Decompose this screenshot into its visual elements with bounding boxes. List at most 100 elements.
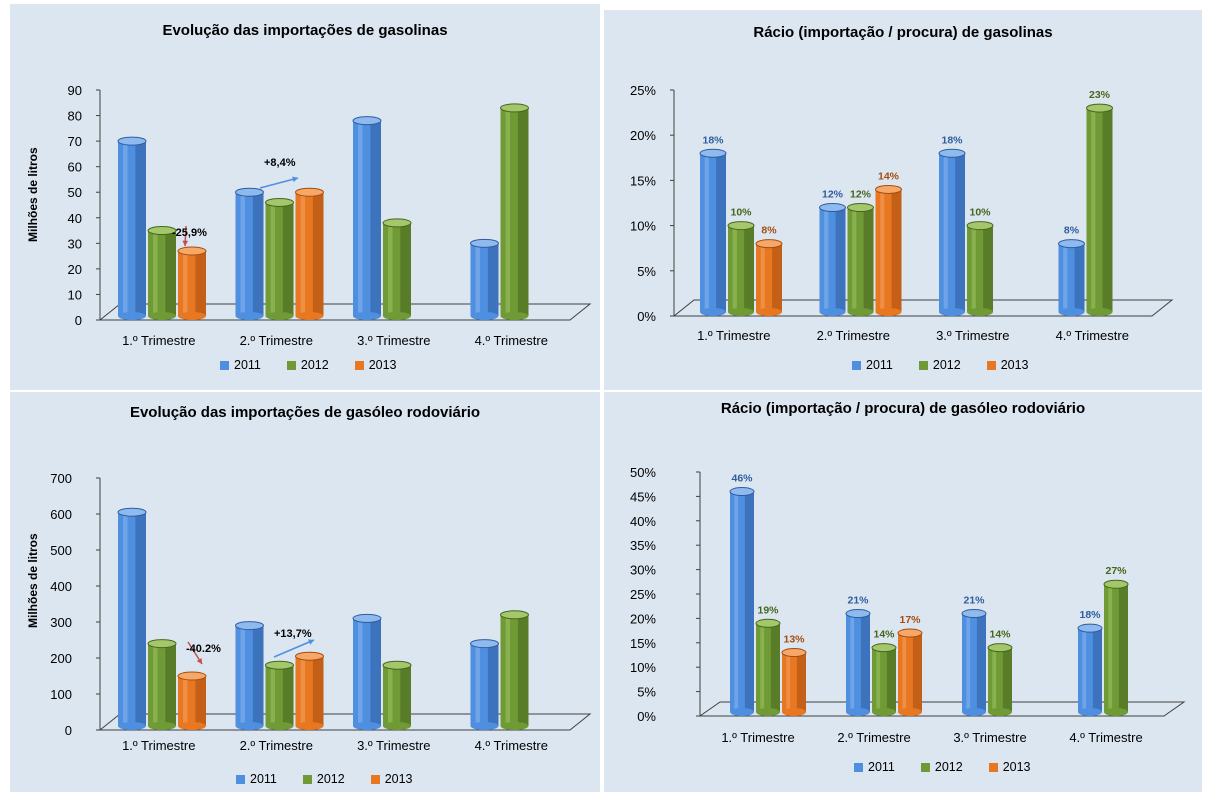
- chart-legend: 2011 2012 2013: [236, 772, 413, 786]
- bar-shade: [983, 225, 993, 312]
- bar-2013-1: [177, 671, 207, 730]
- bar-2011-3: [938, 148, 966, 316]
- x-category-label: 1.º Trimestre: [721, 730, 794, 745]
- legend-swatch: [220, 360, 229, 370]
- bar-base: [500, 722, 529, 730]
- chart-floor: [672, 299, 1174, 317]
- bar-shade: [835, 207, 846, 312]
- bar-2012-1: [147, 639, 177, 730]
- legend-label: 2011: [866, 358, 893, 372]
- bar-base: [756, 308, 782, 316]
- legend-item-2013: 2013: [988, 760, 1031, 774]
- chart-panel-diesel-imports: Evolução das importações de gasóleo rodo…: [10, 392, 600, 792]
- bar-top: [235, 621, 264, 631]
- bar-base: [235, 312, 264, 320]
- change-label: -25,9%: [172, 227, 207, 239]
- data-label: 19%: [757, 604, 779, 616]
- x-category-label: 1.º Trimestre: [697, 328, 770, 343]
- x-category-label: 4.º Trimestre: [1069, 730, 1142, 745]
- data-label: 14%: [878, 170, 900, 182]
- bar-2011-2: [845, 609, 871, 716]
- bar-base: [178, 312, 206, 320]
- data-label: 13%: [783, 634, 805, 646]
- bar-shade: [165, 643, 176, 726]
- legend-swatch: [302, 774, 312, 784]
- bar-2011-1: [117, 507, 147, 730]
- data-label: 17%: [899, 614, 921, 626]
- y-tick-label: 80: [68, 109, 82, 124]
- bar-top: [755, 239, 783, 249]
- bar-base: [118, 722, 146, 730]
- bar-base: [353, 312, 381, 320]
- bar-top: [265, 197, 294, 207]
- bar-shade: [912, 633, 922, 712]
- legend-item-2011: 2011: [852, 358, 893, 372]
- bar-highlight: [850, 613, 855, 712]
- change-label: +8,4%: [264, 157, 296, 169]
- bar-2012-1: [147, 226, 177, 320]
- legend-swatch: [236, 774, 245, 784]
- bar-base: [295, 722, 324, 730]
- bar-top: [500, 610, 529, 620]
- legend-swatch: [286, 360, 296, 370]
- bar-2012-4: [500, 610, 529, 730]
- legend-label: 2013: [1002, 760, 1031, 774]
- y-tick-label: 50%: [630, 465, 656, 480]
- bar-top: [875, 184, 902, 194]
- bar-2012-2: [847, 203, 874, 316]
- legend-swatch: [370, 774, 380, 784]
- y-tick-label: 45%: [630, 489, 656, 504]
- legend-item-2012: 2012: [286, 358, 329, 372]
- bar-2012-1: [727, 221, 755, 316]
- x-category-label: 1.º Trimestre: [122, 333, 195, 348]
- bar-base: [1104, 708, 1128, 716]
- bar-base: [235, 722, 264, 730]
- bar-base: [846, 708, 870, 716]
- bar-base: [819, 308, 846, 316]
- bar-2011-2: [819, 203, 846, 316]
- bar-top: [1077, 623, 1103, 633]
- bar-highlight: [300, 656, 306, 726]
- bar-base: [265, 312, 294, 320]
- x-category-label: 3.º Trimestre: [357, 333, 430, 348]
- y-tick-label: 30: [68, 236, 82, 251]
- bar-base: [178, 722, 206, 730]
- legend-swatch: [920, 762, 930, 772]
- y-tick-label: 100: [50, 687, 72, 702]
- y-tick-label: 0%: [637, 309, 656, 324]
- bar-highlight: [943, 153, 948, 312]
- bar-base: [118, 312, 146, 320]
- bar-2011-4: [470, 639, 499, 730]
- bar-top: [819, 203, 846, 213]
- x-category-label: 1.º Trimestre: [122, 738, 195, 753]
- chart-legend: 2011 2012 2013: [852, 358, 1029, 372]
- bar-shade: [135, 141, 146, 316]
- bar-2011-3: [352, 613, 382, 730]
- bar-shade: [195, 251, 206, 316]
- bar-base: [756, 708, 780, 716]
- data-label: 10%: [730, 207, 752, 219]
- y-tick-label: 400: [50, 579, 72, 594]
- data-label: 14%: [989, 629, 1011, 641]
- bar-highlight: [760, 623, 765, 712]
- bar-2011-2: [235, 187, 264, 320]
- bar-base: [1078, 708, 1102, 716]
- data-label: 18%: [941, 134, 963, 146]
- bar-highlight: [270, 665, 276, 726]
- bar-2012-2: [265, 660, 294, 730]
- bar-base: [265, 722, 294, 730]
- bar-highlight: [852, 207, 857, 312]
- y-tick-label: 10: [68, 287, 82, 302]
- x-category-label: 2.º Trimestre: [817, 328, 890, 343]
- data-label: 10%: [969, 207, 991, 219]
- bar-top: [235, 187, 264, 197]
- x-category-label: 4.º Trimestre: [1056, 328, 1129, 343]
- bar-base: [939, 308, 965, 316]
- bar-top: [382, 218, 412, 228]
- bar-top: [897, 628, 923, 638]
- bar-top: [295, 651, 324, 661]
- bar-2011-1: [117, 136, 147, 320]
- bar-highlight: [704, 153, 709, 312]
- bar-highlight: [971, 225, 976, 312]
- data-label: 18%: [1079, 609, 1101, 621]
